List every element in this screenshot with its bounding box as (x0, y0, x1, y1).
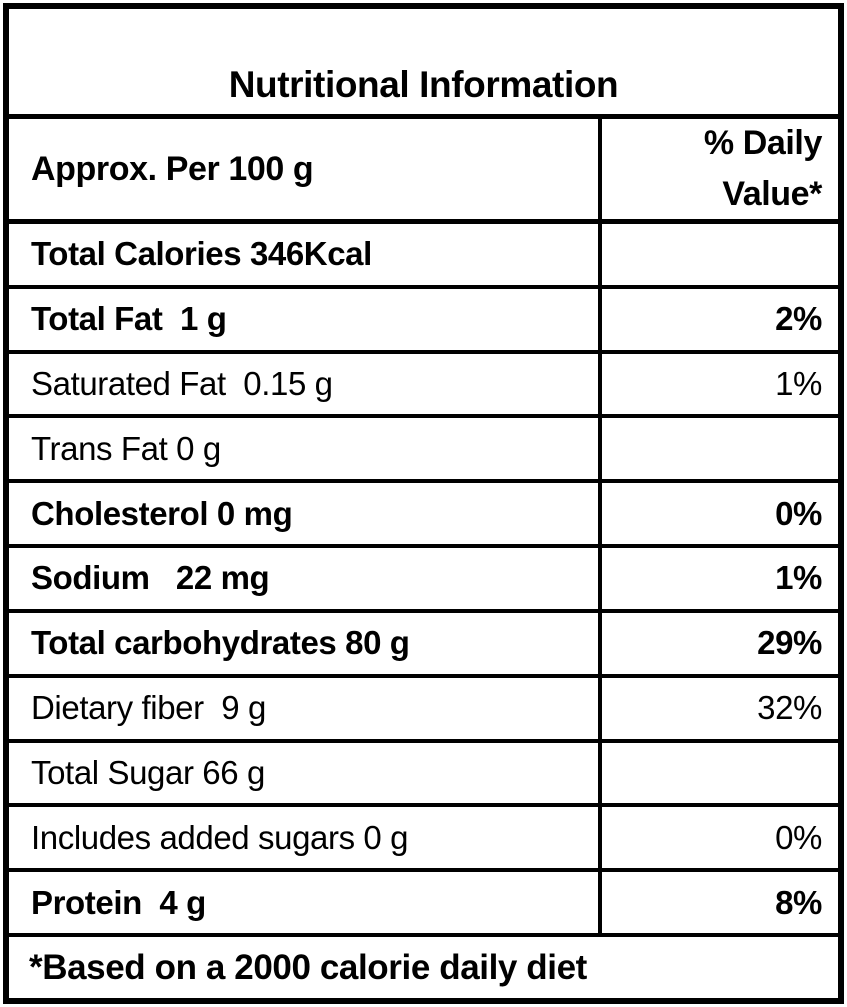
table-title-row: Nutritional Information (9, 9, 838, 119)
nutrient-label: Protein 4 g (31, 883, 206, 921)
table-row: Protein 4 g 8% (9, 872, 838, 937)
daily-value-cell: 32% (598, 677, 838, 739)
daily-value-cell: 1% (598, 353, 838, 415)
footnote-text: *Based on a 2000 calorie daily diet (29, 947, 587, 987)
table-row: Dietary fiber 9 g 32% (9, 677, 838, 743)
table-body: Total Calories 346Kcal Total Fat 1 g 2% … (9, 224, 838, 937)
table-row: Trans Fat 0 g (9, 418, 838, 484)
daily-value-cell (598, 742, 838, 804)
table-row: Total carbohydrates 80 g 29% (9, 612, 838, 678)
table-title: Nutritional Information (228, 64, 619, 105)
daily-value-cell: 0% (598, 807, 838, 869)
nutrient-label: Total Calories 346Kcal (31, 235, 372, 273)
daily-value-cell (598, 418, 838, 480)
column-header-daily-value: % Daily Value* (598, 119, 838, 219)
daily-value-cell: 1% (598, 548, 838, 609)
table-header-row: Approx. Per 100 g % Daily Value* (9, 119, 838, 224)
table-row: Saturated Fat 0.15 g 1% (9, 353, 838, 419)
nutrient-label: Total carbohydrates 80 g (31, 624, 410, 662)
table-row: Cholesterol 0 mg 0% (9, 483, 838, 549)
daily-value-cell: 0% (598, 483, 838, 545)
nutrition-facts-table: Nutritional Information Approx. Per 100 … (3, 3, 844, 1004)
table-footnote-row: *Based on a 2000 calorie daily diet (9, 937, 838, 998)
column-header-serving: Approx. Per 100 g (31, 149, 314, 188)
nutrient-label: Trans Fat 0 g (31, 429, 221, 467)
daily-value-cell (598, 224, 838, 285)
nutrient-label: Total Fat 1 g (31, 300, 227, 338)
daily-value-cell: 2% (598, 288, 838, 350)
nutrient-label: Dietary fiber 9 g (31, 689, 266, 727)
table-row: Sodium 22 mg 1% (9, 548, 838, 613)
table-row: Includes added sugars 0 g 0% (9, 807, 838, 873)
table-row: Total Calories 346Kcal (9, 224, 838, 289)
daily-value-cell: 8% (598, 872, 838, 933)
table-row: Total Sugar 66 g (9, 742, 838, 808)
nutrient-label: Includes added sugars 0 g (31, 818, 409, 856)
nutrient-label: Sodium 22 mg (31, 559, 270, 597)
table-row: Total Fat 1 g 2% (9, 288, 838, 354)
nutrient-label: Cholesterol 0 mg (31, 494, 293, 532)
nutrient-label: Total Sugar 66 g (31, 753, 265, 791)
daily-value-cell: 29% (598, 612, 838, 674)
nutrient-label: Saturated Fat 0.15 g (31, 365, 333, 403)
